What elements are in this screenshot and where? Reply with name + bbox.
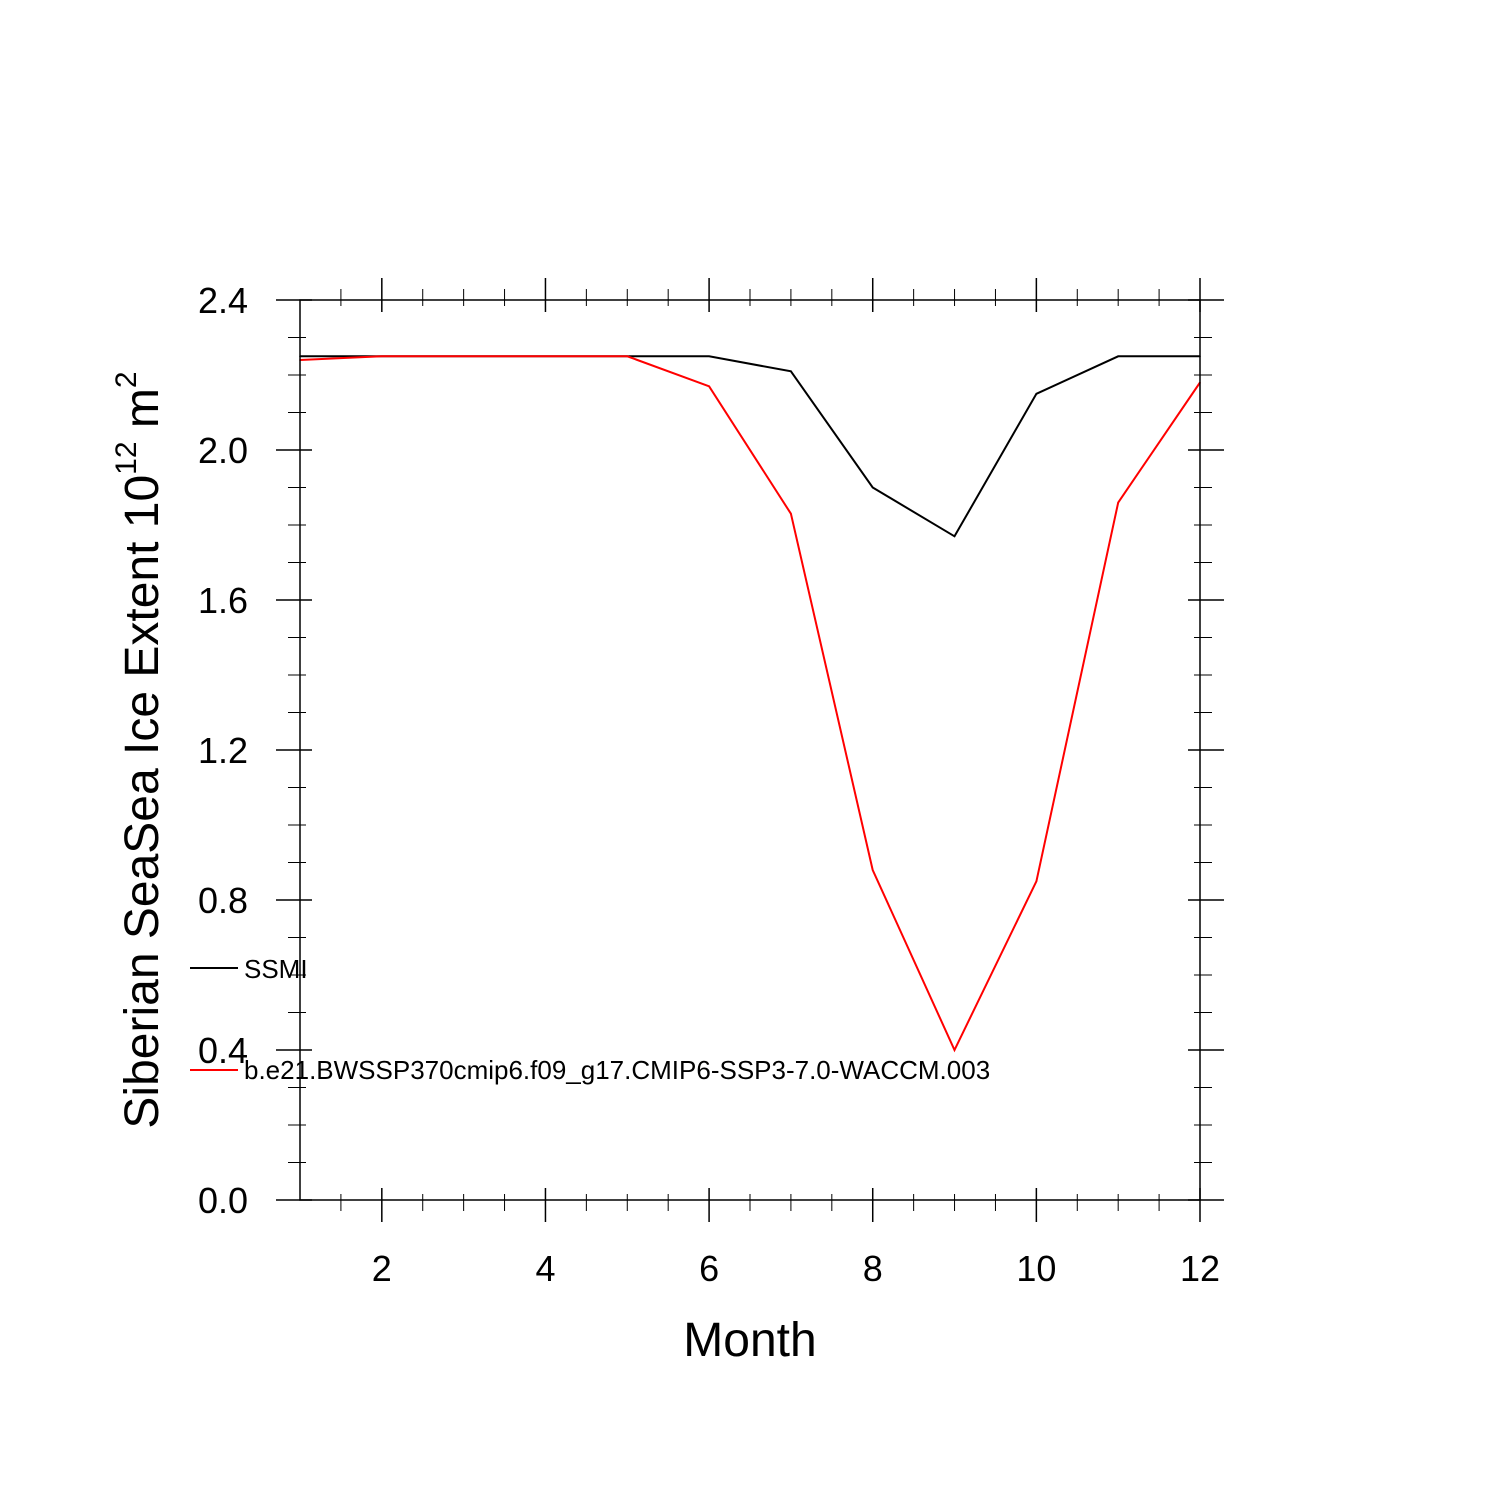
data-point-series-0 — [1035, 392, 1038, 395]
data-point-series-1 — [790, 512, 792, 515]
data-point-series-1 — [626, 355, 629, 358]
legend-label-model: b.e21.BWSSP370cmip6.f09_g17.CMIP6-SSP3-7… — [244, 1055, 990, 1085]
data-point-series-0 — [708, 355, 710, 358]
y-axis-title-unit-exponent: 2 — [110, 371, 143, 388]
data-point-series-0 — [953, 535, 956, 538]
data-point-series-1 — [1035, 880, 1038, 883]
series-line-0 — [300, 355, 1200, 538]
y-tick-label: 1.2 — [198, 730, 248, 771]
y-axis-title-main: Siberian SeaSea Ice Extent 10 — [116, 475, 169, 1129]
y-tick-label: 0.0 — [198, 1180, 248, 1221]
x-tick-label: 4 — [535, 1248, 555, 1289]
data-point-series-1 — [544, 355, 547, 358]
tick-labels: 2 4 6 8 10 12 0.0 0.4 0.8 1.2 1.6 2.0 2.4 — [198, 280, 1220, 1289]
data-point-series-1 — [953, 1049, 956, 1051]
data-point-series-0 — [790, 370, 792, 373]
y-tick-label: 2.4 — [198, 280, 248, 321]
legend: SSMI b.e21.BWSSP370cmip6.f09_g17.CMIP6-S… — [190, 954, 990, 1085]
x-tick-label: 6 — [699, 1248, 719, 1289]
y-tick-label: 0.8 — [198, 880, 248, 921]
x-tick-label: 2 — [372, 1248, 392, 1289]
y-axis-title-exponent: 12 — [110, 441, 143, 474]
data-point-series-0 — [871, 486, 874, 489]
y-axis-title-unit: m — [116, 388, 169, 441]
x-tick-label: 10 — [1016, 1248, 1056, 1289]
data-point-series-0 — [1117, 355, 1119, 358]
data-point-series-1 — [462, 355, 465, 358]
x-axis-title: Month — [683, 1314, 816, 1367]
x-tick-label: 8 — [863, 1248, 883, 1289]
y-axis-title: Siberian SeaSea Ice Extent 1012 m2 — [110, 371, 169, 1128]
plot-frame — [299, 299, 1201, 1201]
x-tick-label: 12 — [1180, 1248, 1220, 1289]
legend-label-ssmi: SSMI — [244, 954, 308, 984]
y-tick-label: 0.4 — [198, 1030, 248, 1071]
y-tick-label: 1.6 — [198, 580, 248, 621]
series-line-1 — [299, 355, 1201, 1053]
data-point-series-1 — [1117, 501, 1119, 504]
y-tick-label: 2.0 — [198, 430, 248, 471]
data-point-series-1 — [708, 385, 710, 388]
series-lines — [299, 355, 1201, 1053]
data-point-series-1 — [871, 869, 874, 871]
data-point-series-1 — [381, 355, 383, 358]
axis-ticks — [276, 278, 1224, 1222]
